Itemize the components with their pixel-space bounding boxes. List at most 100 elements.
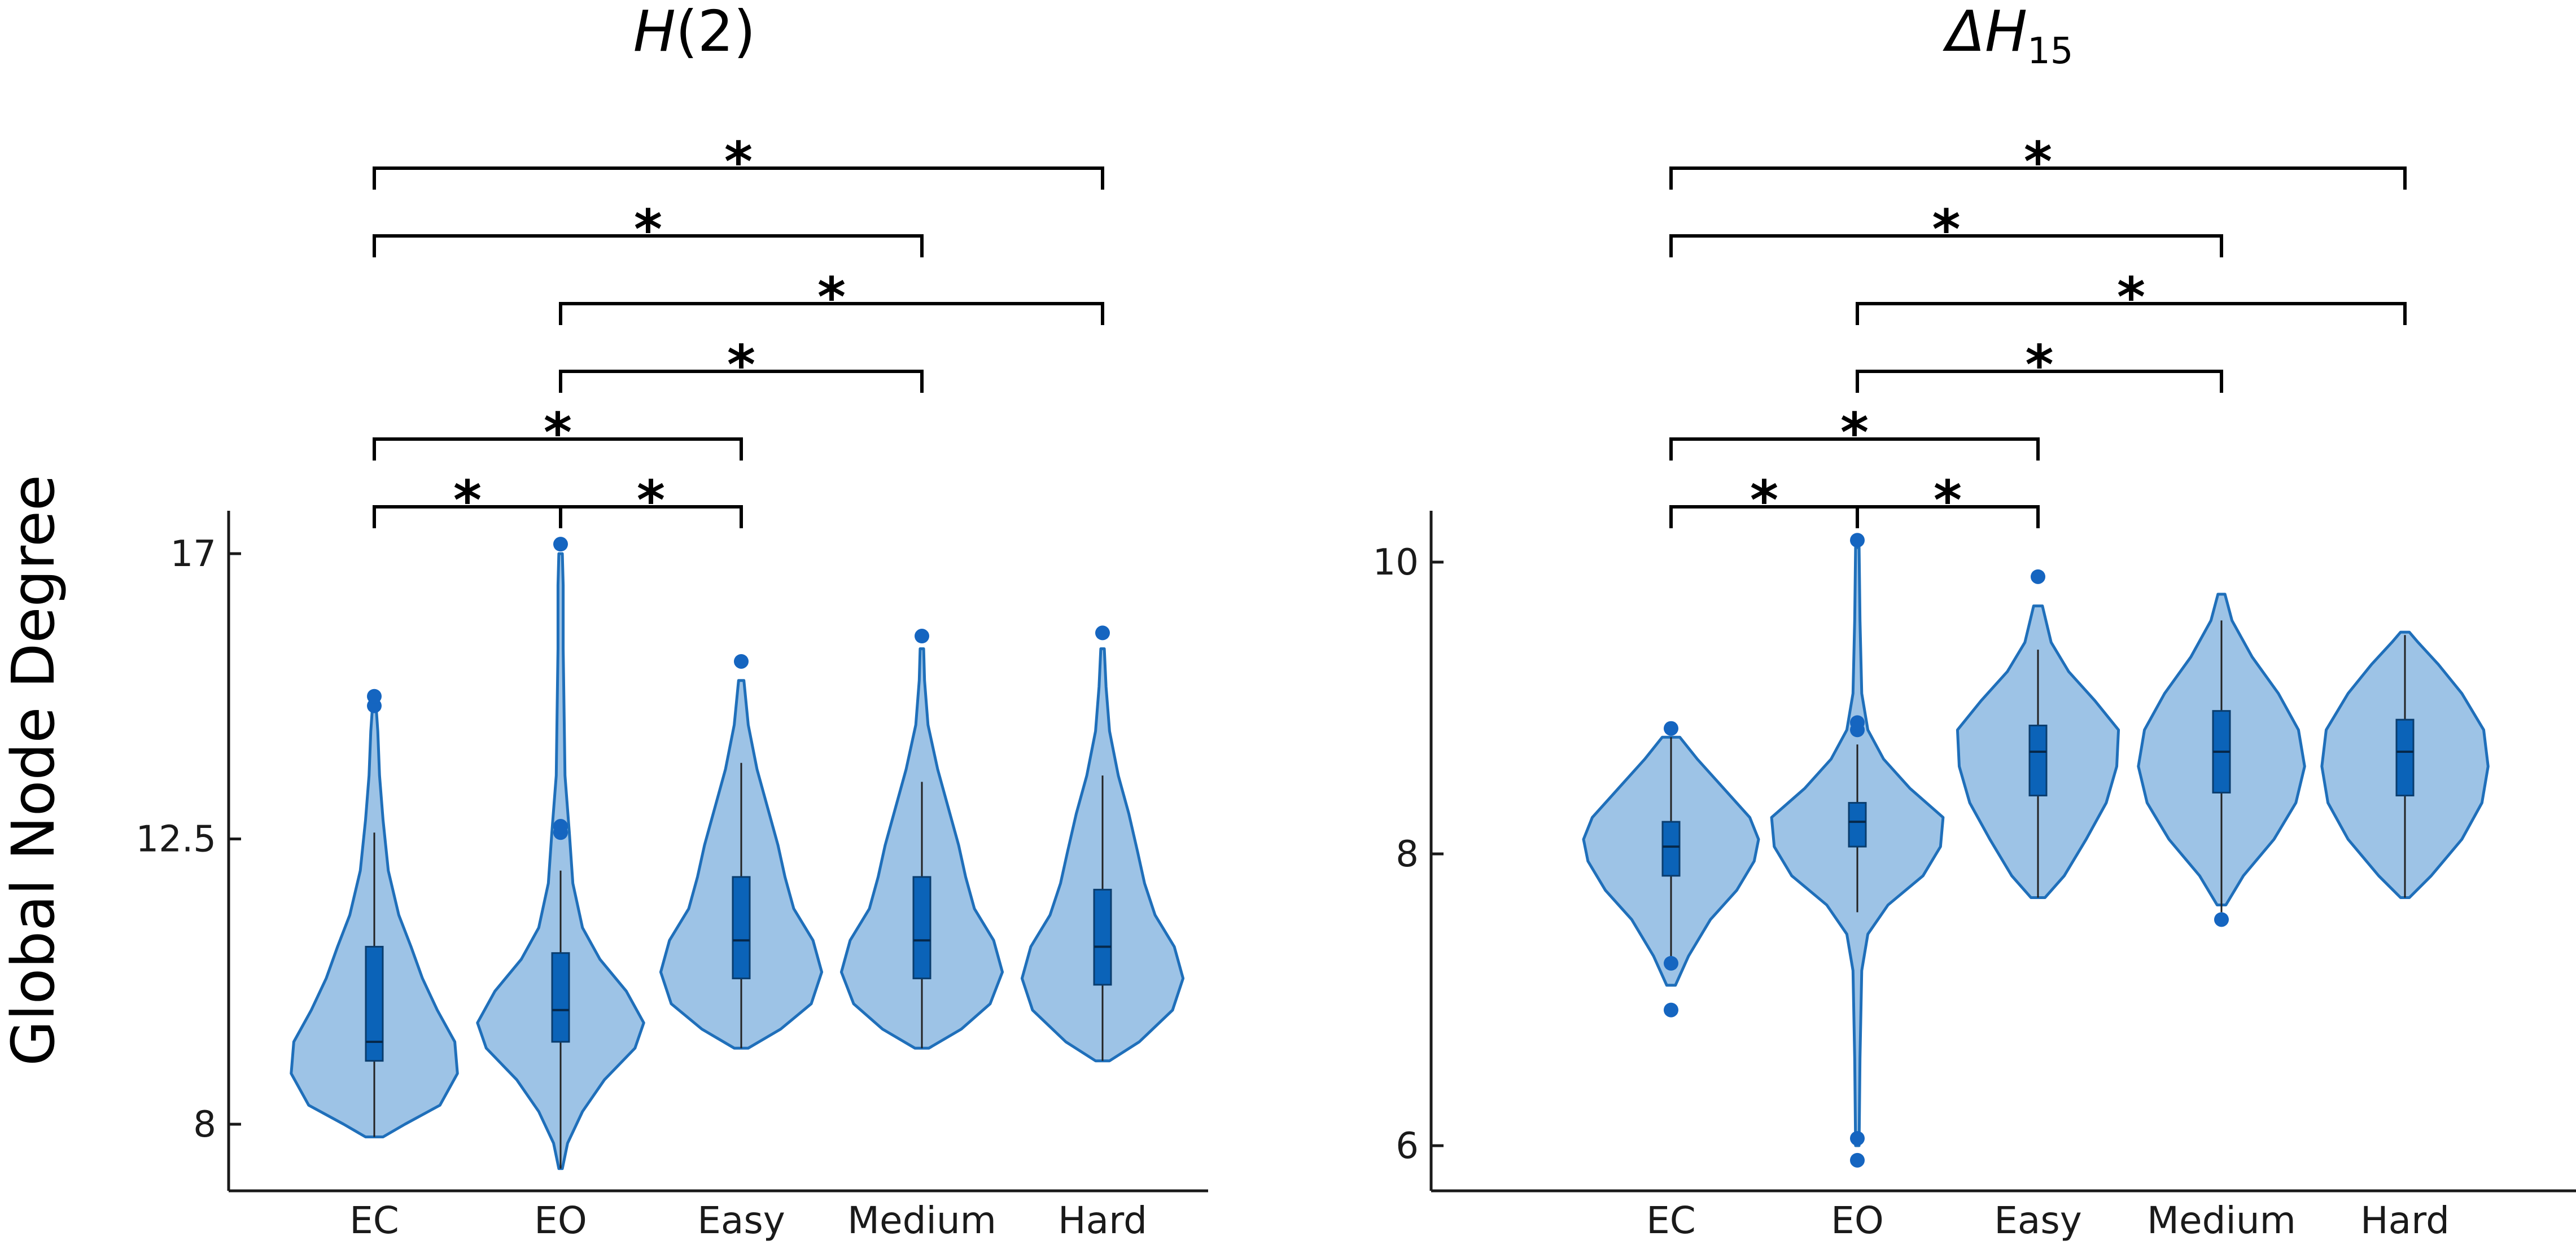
x-tick-label: Medium — [2147, 1199, 2296, 1242]
x-tick-label: EO — [534, 1199, 587, 1242]
y-tick-label: 6 — [1396, 1125, 1419, 1167]
iqr-box — [551, 952, 570, 1043]
outlier-point — [1664, 721, 1678, 736]
x-tick-label: Medium — [847, 1199, 996, 1242]
bracket-line — [1856, 370, 2223, 393]
x-tick-label: EC — [349, 1199, 399, 1242]
bracket-line — [559, 370, 924, 393]
significance-star: * — [727, 334, 755, 397]
outlier-point — [1664, 1002, 1678, 1018]
significance-star: * — [544, 401, 572, 464]
bracket-line — [1669, 437, 2040, 461]
significance-star: * — [634, 198, 662, 261]
chart-title-main: H — [633, 0, 676, 64]
outlier-point — [1850, 1152, 1865, 1168]
significance-star: * — [1934, 469, 1962, 532]
bracket-line — [1856, 302, 2407, 325]
y-tick-label: 10 — [1373, 542, 1419, 584]
outlier-point — [1850, 533, 1865, 548]
violin-eo — [1770, 533, 1945, 1168]
bracket-line — [373, 166, 1104, 190]
violin-hard — [2320, 630, 2490, 899]
significance-star: * — [724, 130, 753, 194]
bracket-line — [373, 437, 743, 461]
panel-delta-h15: ΔH15 6 8 10 EC EO Easy Medium Hard * * * * * * * — [1373, 0, 2576, 1242]
outlier-point — [915, 629, 929, 644]
significance-star: * — [637, 469, 665, 532]
iqr-box — [1661, 821, 1681, 877]
x-tick-label: Easy — [697, 1199, 785, 1242]
significance-bracket: * — [559, 266, 1104, 329]
significance-bracket: * — [373, 130, 1104, 194]
outlier-point — [553, 819, 568, 834]
significance-bracket: * — [1669, 469, 1859, 532]
significance-star: * — [817, 266, 846, 329]
violin-easy — [659, 654, 824, 1050]
y-axis-label: Global Node Degree — [0, 475, 68, 1066]
panel-h2: H(2) 8 12.5 17 EC EO Easy Medium Hard * * * * * * * — [136, 0, 1208, 1242]
significance-bracket: * — [1669, 401, 2040, 464]
significance-star: * — [2117, 266, 2145, 329]
violin-body — [476, 552, 645, 1171]
iqr-box — [1093, 888, 1112, 986]
violin-ec — [1582, 721, 1760, 1018]
x-tick-label: Hard — [1058, 1199, 1147, 1242]
significance-star: * — [1750, 469, 1778, 532]
outlier-point — [1850, 1131, 1865, 1146]
iqr-box — [365, 945, 384, 1062]
significance-star: * — [2024, 130, 2052, 194]
chart-title-main: ΔH — [1942, 0, 2027, 64]
iqr-box — [2028, 725, 2048, 797]
significance-star: * — [2025, 334, 2053, 397]
significance-bracket: * — [559, 469, 743, 532]
bracket-line — [1669, 166, 2407, 190]
significance-star: * — [1932, 198, 1960, 261]
chart-title-suffix: (2) — [676, 0, 756, 64]
outlier-point — [553, 537, 568, 552]
violin-hard — [1020, 625, 1185, 1063]
x-tick-label: EO — [1831, 1199, 1884, 1242]
bracket-line — [559, 505, 743, 528]
significance-bracket: * — [1669, 198, 2223, 261]
significance-bracket: * — [1669, 130, 2407, 194]
outlier-point — [367, 689, 382, 704]
iqr-box — [732, 876, 751, 980]
violin-medium — [2137, 593, 2306, 927]
iqr-box — [2395, 718, 2415, 797]
significance-bracket: * — [373, 401, 743, 464]
bracket-line — [559, 302, 1104, 325]
significance-star: * — [1840, 401, 1869, 464]
significance-bracket: * — [373, 469, 562, 532]
iqr-box — [912, 876, 931, 980]
significance-bracket: * — [373, 198, 924, 261]
violin-medium — [839, 629, 1004, 1050]
significance-bracket: * — [1856, 334, 2223, 397]
y-tick-label: 8 — [1396, 834, 1419, 875]
bracket-line — [1856, 505, 2040, 528]
violin-eo — [476, 537, 645, 1171]
significance-bracket: * — [559, 334, 924, 397]
outlier-point — [2214, 912, 2229, 927]
y-tick-label: 8 — [193, 1104, 216, 1146]
chart-title-suffix: 15 — [2027, 30, 2073, 72]
x-tick-label: Hard — [2360, 1199, 2450, 1242]
iqr-box — [1848, 802, 1867, 848]
violin-ec — [290, 689, 459, 1138]
y-tick-label: 17 — [170, 533, 216, 575]
violin-easy — [1956, 569, 2120, 899]
significance-bracket: * — [1856, 266, 2407, 329]
outlier-point — [734, 654, 749, 669]
significance-star: * — [453, 469, 482, 532]
chart-title: ΔH15 — [1942, 0, 2073, 72]
outlier-point — [1664, 955, 1678, 971]
outlier-point — [1850, 715, 1865, 730]
outlier-point — [2031, 569, 2045, 584]
y-tick-label: 12.5 — [136, 819, 217, 861]
bracket-line — [1669, 234, 2223, 257]
significance-bracket: * — [1856, 469, 2040, 532]
chart-title: H(2) — [633, 0, 756, 64]
x-tick-label: EC — [1646, 1199, 1696, 1242]
outlier-point — [1095, 625, 1110, 641]
x-tick-label: Easy — [1994, 1199, 2082, 1242]
